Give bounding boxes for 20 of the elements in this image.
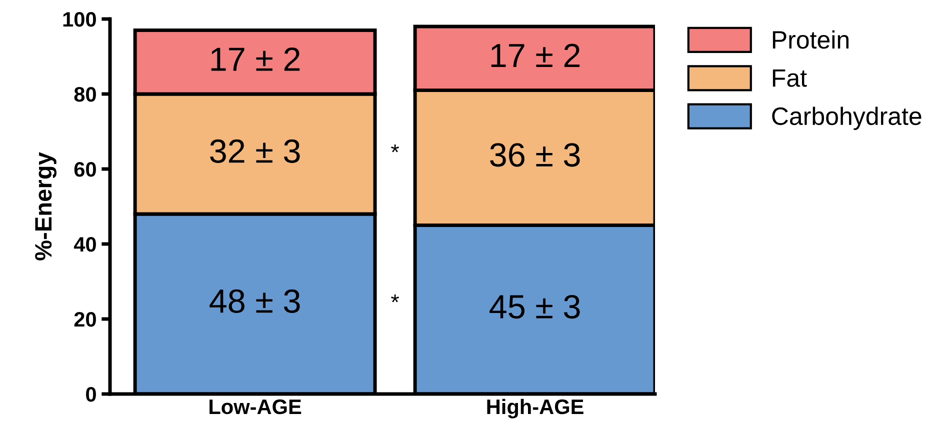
y-tick-label: 0 bbox=[86, 387, 96, 402]
y-tick-label: 20 bbox=[74, 312, 96, 327]
y-tick-label: 80 bbox=[74, 87, 96, 102]
data-label: 17 ± 2 bbox=[211, 47, 300, 71]
data-label: 45 ± 3 bbox=[490, 294, 580, 319]
y-axis-title: %-Energy bbox=[35, 152, 56, 260]
data-label: 32 ± 3 bbox=[210, 139, 300, 163]
data-label: 17 ± 2 bbox=[491, 44, 580, 67]
x-tick-label: Low-AGE bbox=[210, 399, 302, 414]
legend-label: Carbohydrate bbox=[772, 106, 922, 130]
data-label: 48 ± 3 bbox=[210, 289, 300, 313]
annotation: * bbox=[391, 144, 400, 152]
x-tick-label: High-AGE bbox=[487, 398, 584, 418]
data-label: 36 ± 3 bbox=[490, 143, 580, 167]
legend-label: Protein bbox=[772, 30, 848, 49]
y-tick-label: 40 bbox=[74, 237, 96, 252]
y-tick-label: 60 bbox=[74, 162, 96, 177]
annotation: * bbox=[391, 294, 400, 302]
legend-label: Fat bbox=[772, 69, 807, 87]
y-tick-label: 100 bbox=[63, 12, 96, 27]
